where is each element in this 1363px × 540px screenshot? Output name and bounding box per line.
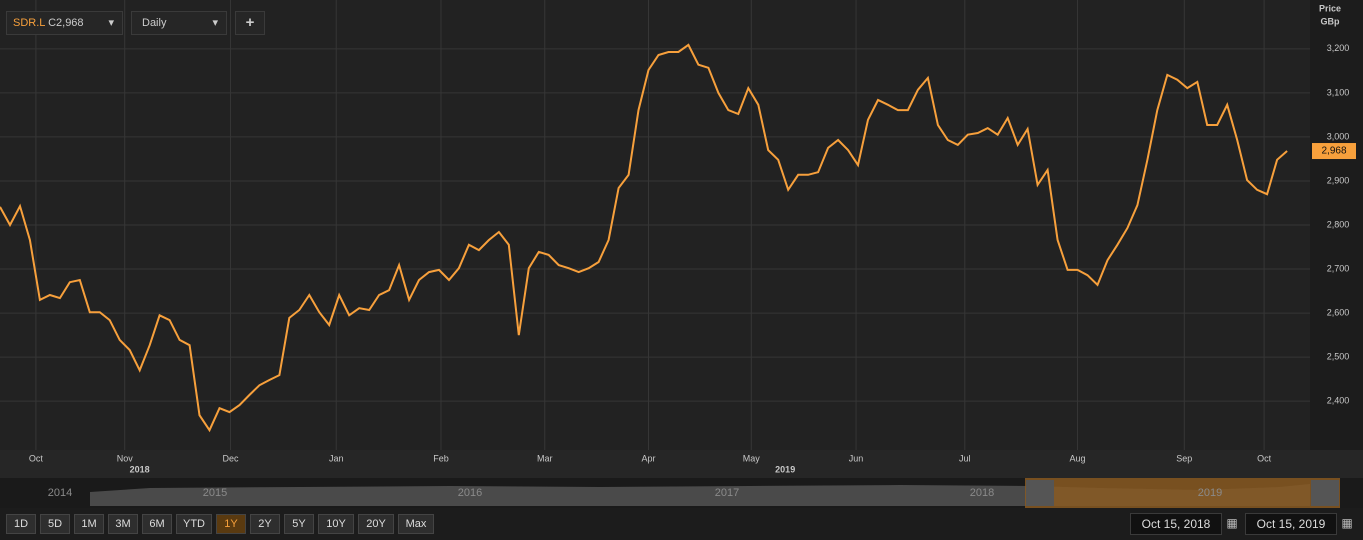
range-button[interactable]: 10Y bbox=[318, 514, 354, 534]
navigator-year: 2017 bbox=[715, 487, 739, 499]
calendar-icon[interactable]: ▦ bbox=[1226, 516, 1238, 530]
x-tick-label: Apr bbox=[642, 453, 656, 463]
y-tick-label: 3,000 bbox=[1327, 131, 1350, 141]
navigator-year: 2016 bbox=[458, 487, 482, 499]
navigator-handle[interactable] bbox=[1311, 480, 1339, 506]
navigator-year: 2018 bbox=[970, 487, 994, 499]
x-tick-label: Jul bbox=[959, 453, 971, 463]
y-tick-label: 2,800 bbox=[1327, 219, 1350, 229]
range-button[interactable]: 2Y bbox=[250, 514, 280, 534]
calendar-icon[interactable]: ▦ bbox=[1341, 516, 1353, 530]
date-to[interactable]: Oct 15, 2019 bbox=[1245, 513, 1337, 535]
x-tick-label: Oct bbox=[29, 453, 44, 463]
dropdown-icon: ▾ bbox=[108, 17, 114, 29]
x-tick-label: Mar bbox=[537, 453, 553, 463]
range-button[interactable]: 1D bbox=[6, 514, 36, 534]
axis-title: Price bbox=[1319, 3, 1341, 13]
range-button[interactable]: 1Y bbox=[216, 514, 246, 534]
interval-select[interactable]: Daily ▾ bbox=[131, 11, 227, 35]
current-price-box bbox=[1312, 143, 1356, 160]
axis-title: GBp bbox=[1321, 16, 1341, 26]
current-price-label: 2,968 bbox=[1321, 146, 1346, 157]
y-tick-label: 3,100 bbox=[1327, 87, 1350, 97]
range-button[interactable]: 5D bbox=[40, 514, 70, 534]
y-tick-label: 3,200 bbox=[1327, 43, 1350, 53]
x-axis-band bbox=[0, 450, 1363, 478]
range-button[interactable]: 3M bbox=[108, 514, 138, 534]
y-tick-label: 2,700 bbox=[1327, 263, 1350, 273]
x-year-label: 2019 bbox=[775, 464, 795, 474]
grid bbox=[0, 0, 1310, 450]
x-tick-label: Aug bbox=[1070, 453, 1086, 463]
range-button[interactable]: 1M bbox=[74, 514, 104, 534]
navigator-handle[interactable] bbox=[1026, 480, 1054, 506]
x-tick-label: Sep bbox=[1176, 453, 1192, 463]
interval: Daily bbox=[142, 17, 167, 29]
x-tick-label: Dec bbox=[222, 453, 239, 463]
close-prefix: C bbox=[48, 17, 57, 29]
range-button[interactable]: Max bbox=[398, 514, 434, 534]
x-tick-label: Jun bbox=[849, 453, 864, 463]
dropdown-icon: ▾ bbox=[212, 17, 218, 29]
y-tick-label: 2,400 bbox=[1327, 396, 1350, 406]
x-tick-label: Oct bbox=[1257, 453, 1272, 463]
x-tick-label: Nov bbox=[117, 453, 134, 463]
x-year-label: 2018 bbox=[130, 464, 150, 474]
y-tick-label: 2,600 bbox=[1327, 307, 1350, 317]
navigator-year: 2019 bbox=[1198, 487, 1222, 499]
range-button[interactable]: 6M bbox=[142, 514, 172, 534]
navigator-year: 2014 bbox=[48, 487, 72, 499]
navigator-window[interactable] bbox=[1025, 478, 1340, 508]
x-tick-label: Jan bbox=[329, 453, 344, 463]
add-button[interactable]: + bbox=[235, 11, 265, 35]
symbol: SDR.L bbox=[13, 17, 45, 29]
x-tick-label: Feb bbox=[433, 453, 449, 463]
range-button[interactable]: 20Y bbox=[358, 514, 394, 534]
date-from[interactable]: Oct 15, 2018 bbox=[1130, 513, 1222, 535]
range-button[interactable]: YTD bbox=[176, 514, 212, 534]
price-line bbox=[0, 43, 1288, 433]
navigator-year: 2015 bbox=[203, 487, 227, 499]
x-tick-label: May bbox=[743, 453, 761, 463]
y-tick-label: 2,900 bbox=[1327, 175, 1350, 185]
y-tick-label: 2,500 bbox=[1327, 351, 1350, 361]
symbol-box[interactable]: SDR.L C2,968 ▾ bbox=[6, 11, 123, 35]
range-button[interactable]: 5Y bbox=[284, 514, 314, 534]
navigator-area bbox=[90, 484, 1310, 506]
close: 2,968 bbox=[56, 17, 84, 29]
